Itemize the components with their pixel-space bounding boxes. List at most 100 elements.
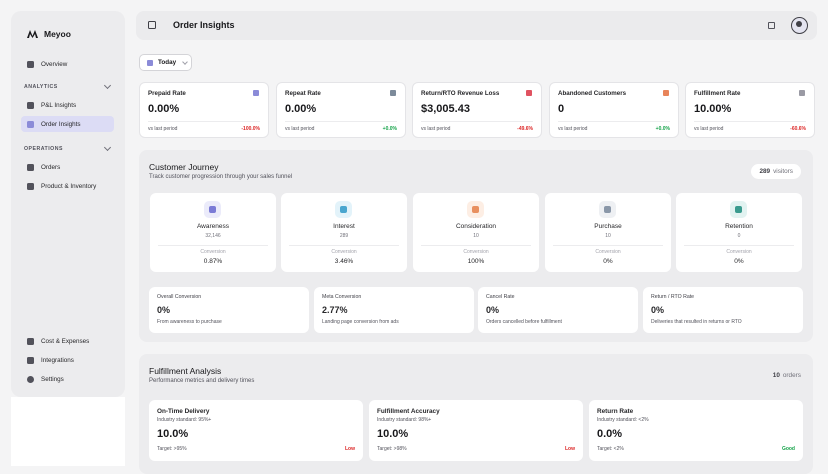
kpi-card: Repeat Rate 0.00% vs last period +0.0%: [276, 82, 406, 138]
kpi-card: Prepaid Rate 0.00% vs last period -100.0%: [139, 82, 269, 138]
fulfillment-label: Fulfillment Accuracy: [377, 408, 440, 415]
stage-conversion-label: Conversion: [200, 249, 226, 255]
kpi-label: Prepaid Rate: [148, 90, 186, 97]
stage-conversion-label: Conversion: [331, 249, 357, 255]
gear-icon: [27, 375, 34, 383]
kpi-change: -49.6%: [517, 126, 533, 132]
funnel-stage-purchase: Purchase 10 Conversion 0%: [545, 193, 671, 272]
kpi-icon: [390, 90, 396, 96]
fulfillment-target: Target: <2%: [597, 446, 624, 452]
fulfillment-status: Low: [345, 446, 355, 452]
kpi-value: 0.00%: [285, 103, 317, 115]
kpi-value: 10.00%: [694, 103, 732, 115]
stage-icon: [335, 201, 352, 218]
sidebar: Meyoo Overview ANALYTICS P&L Insights Or…: [11, 11, 125, 397]
sidebar-item-label: Cost & Expenses: [41, 337, 90, 345]
kpi-card: Return/RTO Revenue Loss $3,005.43 vs last …: [412, 82, 542, 138]
sidebar-item-order-insights[interactable]: Order Insights: [21, 116, 114, 132]
kpi-icon: [253, 90, 259, 96]
chevron-down-icon: [182, 59, 188, 65]
stage-name: Awareness: [196, 223, 230, 230]
kpi-icon: [663, 90, 669, 96]
box-icon: [27, 182, 34, 190]
stage-count: 10: [605, 233, 611, 239]
divider: [694, 121, 806, 122]
kpi-card: Fulfillment Rate 10.00% vs last period -60.…: [685, 82, 815, 138]
fulfillment-standard: Industry standard: 95%+: [157, 417, 212, 423]
journey-metric-card: Return / RTO Rate 0% Deliveries that resul…: [643, 287, 803, 333]
panel-title: Customer Journey: [149, 162, 219, 172]
wallet-icon: [27, 337, 34, 345]
kpi-compare: vs last period: [421, 126, 451, 132]
panel-subtitle: Track customer progression through your …: [149, 174, 293, 180]
avatar[interactable]: [791, 17, 808, 34]
fulfillment-standard: Industry standard: <2%: [597, 417, 649, 423]
kpi-label: Return/RTO Revenue Loss: [421, 90, 500, 97]
journey-metric-card: Meta Conversion 2.77% Landing page convers…: [314, 287, 474, 333]
kpi-change: +0.0%: [382, 126, 397, 132]
sidebar-item-product-inventory[interactable]: Product & Inventory: [21, 178, 114, 194]
kpi-change: -100.0%: [241, 126, 260, 132]
brand[interactable]: Meyoo: [27, 29, 71, 39]
divider: [553, 245, 663, 246]
stage-count: 10: [473, 233, 479, 239]
date-filter-label: Today: [158, 59, 177, 66]
kpi-label: Abandoned Customers: [558, 90, 627, 97]
orders-badge: 10 orders: [765, 368, 801, 383]
section-title: ANALYTICS: [24, 84, 58, 90]
fulfillment-label: Return Rate: [597, 408, 634, 415]
divider: [285, 121, 397, 122]
stage-name: Interest: [333, 223, 355, 230]
metric-value: 0%: [157, 305, 171, 315]
brand-name: Meyoo: [44, 29, 71, 39]
orders-icon: [27, 163, 34, 171]
date-filter-button[interactable]: Today: [139, 54, 192, 71]
divider: [421, 121, 533, 122]
meyoo-logo-icon: [27, 30, 38, 38]
stage-count: 32,146: [205, 233, 221, 239]
sidebar-item-label: P&L Insights: [41, 101, 77, 109]
panel-title: Fulfillment Analysis: [149, 366, 222, 376]
kpi-compare: vs last period: [694, 126, 724, 132]
sidebar-item-settings[interactable]: Settings: [21, 371, 114, 387]
fulfillment-card: Return Rate Industry standard: <2% 0.0% Tar…: [589, 400, 803, 461]
sidebar-item-overview[interactable]: Overview: [21, 56, 114, 72]
fulfillment-value: 10.0%: [157, 428, 189, 440]
divider: [158, 245, 268, 246]
sidebar-item-orders[interactable]: Orders: [21, 159, 114, 175]
visitors-count: 289: [759, 168, 771, 175]
kpi-compare: vs last period: [285, 126, 315, 132]
sidebar-item-label: Product & Inventory: [41, 182, 97, 190]
kpi-change: +0.0%: [655, 126, 670, 132]
section-analytics[interactable]: ANALYTICS: [24, 81, 112, 90]
sidebar-footer-area: [11, 397, 125, 466]
fulfillment-label: On-Time Delivery: [157, 408, 210, 415]
sidebar-item-integrations[interactable]: Integrations: [21, 352, 114, 368]
funnel-stage-consideration: Consideration 10 Conversion 100%: [413, 193, 539, 272]
metric-description: Deliveries that resulted in returns or R…: [651, 319, 742, 325]
sidebar-item-pl-insights[interactable]: P&L Insights: [21, 97, 114, 113]
stage-name: Retention: [725, 223, 753, 230]
sidebar-item-cost-expenses[interactable]: Cost & Expenses: [21, 333, 114, 349]
metric-label: Return / RTO Rate: [651, 294, 695, 300]
metric-description: Landing page conversion from ads: [322, 319, 399, 325]
fulfillment-analysis-panel: Fulfillment Analysis Performance metrics…: [139, 354, 813, 474]
stage-icon: [204, 201, 221, 218]
metric-description: From awareness to purchase: [157, 319, 222, 325]
fulfillment-value: 0.0%: [597, 428, 623, 440]
metric-value: 0%: [486, 305, 500, 315]
notification-icon[interactable]: [768, 22, 775, 29]
sidebar-item-label: Orders: [41, 163, 61, 171]
stage-icon: [467, 201, 484, 218]
section-operations[interactable]: OPERATIONS: [24, 143, 112, 152]
fulfillment-standard: Industry standard: 98%+: [377, 417, 432, 423]
kpi-icon: [526, 90, 532, 96]
journey-metric-card: Cancel Rate 0% Orders cancelled before ful…: [478, 287, 638, 333]
kpi-card: Abandoned Customers 0 vs last period +0.0%: [549, 82, 679, 138]
stage-conversion-label: Conversion: [726, 249, 752, 255]
stage-conversion-value: 0%: [734, 258, 744, 265]
home-icon: [27, 60, 34, 68]
sidebar-item-label: Integrations: [41, 356, 74, 364]
divider: [558, 121, 670, 122]
sidebar-toggle-icon[interactable]: [148, 21, 156, 29]
